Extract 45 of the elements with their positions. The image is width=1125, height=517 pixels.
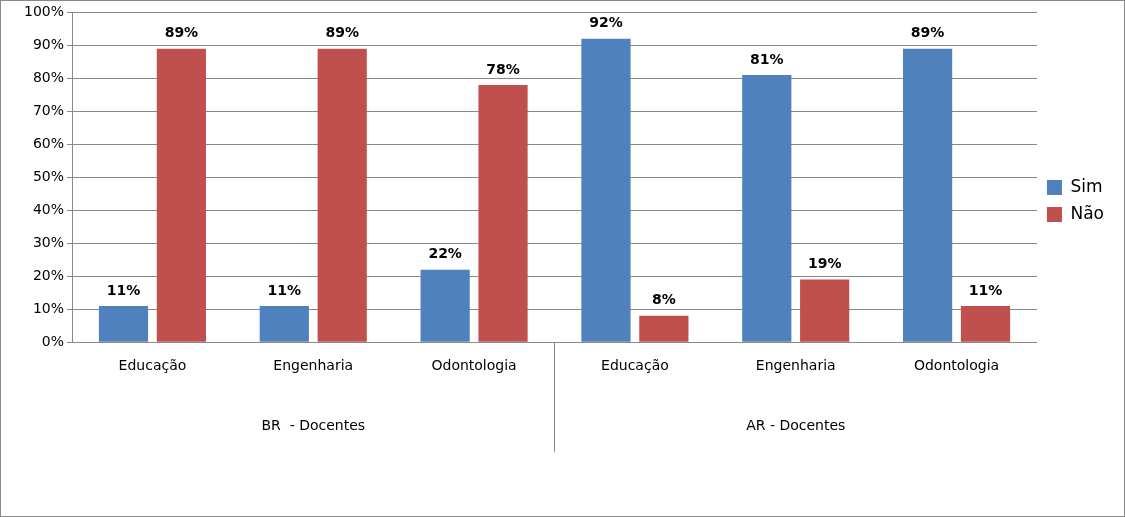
data-label: 89%: [910, 24, 945, 41]
y-tick-label: 80%: [32, 69, 65, 85]
y-tick-label: 50%: [32, 167, 65, 184]
y-tick-label: 100%: [23, 3, 65, 20]
data-label: 78%: [486, 60, 520, 77]
y-tick-label: 70%: [32, 101, 65, 118]
x-tick-label: Odontologia: [431, 357, 517, 374]
bar: [800, 279, 850, 342]
bar: [960, 305, 1011, 342]
bar: [156, 48, 206, 342]
data-label: 89%: [164, 24, 199, 41]
data-label: 81%: [750, 50, 784, 67]
bar: [478, 84, 528, 342]
data-label: 92%: [589, 14, 623, 31]
legend-label: Não: [1070, 202, 1105, 223]
x-tick-label: Engenharia: [755, 357, 836, 374]
bar: [581, 38, 631, 342]
x-tick-label: Odontologia: [913, 357, 1000, 374]
bar: [639, 315, 689, 342]
data-label: 89%: [325, 24, 359, 41]
data-label: 11%: [968, 281, 1003, 298]
x-tick-label: Educação: [118, 357, 187, 374]
y-tick-label: 10%: [32, 299, 65, 316]
data-label: 8%: [651, 291, 676, 308]
data-label: 22%: [428, 245, 462, 262]
text: AR - Docentes: [746, 416, 846, 433]
y-tick-label: 30%: [32, 233, 65, 250]
bar: [742, 75, 792, 342]
x-tick-label: Engenharia: [273, 357, 354, 374]
data-label: 11%: [106, 281, 141, 298]
bar: [420, 269, 470, 342]
legend-label: Sim: [1070, 175, 1103, 196]
bar: [317, 48, 367, 342]
y-tick-label: 60%: [32, 134, 65, 151]
bar: [98, 305, 149, 342]
bar: [259, 305, 309, 342]
y-tick-label: 40%: [32, 200, 65, 217]
data-label: 11%: [267, 281, 302, 298]
text: BR - Docentes: [261, 416, 366, 433]
y-tick-label: 90%: [32, 36, 65, 53]
y-tick-label: 20%: [32, 266, 65, 283]
y-tick-label: 0%: [41, 332, 65, 349]
data-label: 19%: [807, 255, 842, 272]
bar: [903, 48, 953, 342]
x-tick-label: Educação: [601, 357, 669, 374]
